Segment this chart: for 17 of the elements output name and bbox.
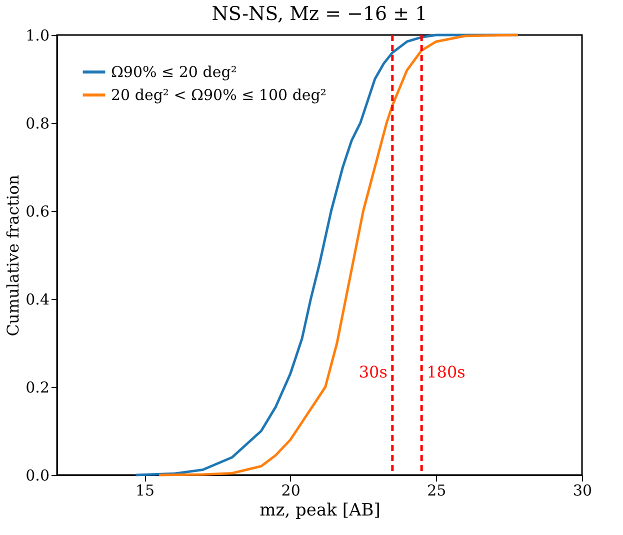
- legend-label: Ω90% ≤ 20 deg²: [111, 63, 237, 81]
- y-tick-label: 0.8: [26, 114, 50, 132]
- y-tick-label: 0.4: [26, 290, 50, 308]
- y-axis-title: Cumulative fraction: [4, 174, 23, 336]
- chart-title: NS-NS, Mz = −16 ± 1: [212, 3, 428, 25]
- ref-line-label: 30s: [358, 362, 388, 382]
- legend-label: 20 deg² < Ω90% ≤ 100 deg²: [111, 86, 326, 104]
- x-tick-label: 15: [135, 482, 155, 500]
- y-tick-label: 1.0: [26, 26, 50, 44]
- x-tick-label: 30: [572, 482, 592, 500]
- x-tick-label: 25: [427, 482, 446, 500]
- ref-line-label: 180s: [426, 362, 466, 382]
- y-tick-label: 0.2: [26, 378, 50, 396]
- y-tick-label: 0.6: [26, 202, 50, 220]
- x-tick-label: 20: [281, 482, 300, 500]
- y-tick-label: 0.0: [26, 466, 50, 484]
- x-axis-title: mz, peak [AB]: [260, 500, 380, 520]
